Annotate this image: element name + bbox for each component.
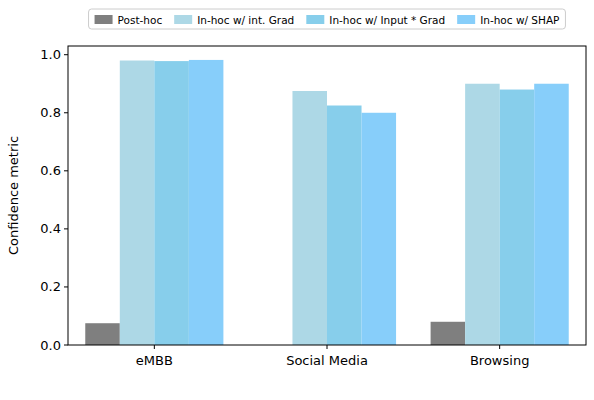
legend-box bbox=[89, 9, 566, 29]
legend-label: In-hoc w/ Input * Grad bbox=[329, 14, 445, 26]
x-tick bbox=[499, 345, 500, 349]
y-tick bbox=[64, 286, 68, 287]
bar bbox=[465, 84, 500, 345]
y-tick bbox=[64, 345, 68, 346]
legend-label: Post-hoc bbox=[118, 14, 163, 26]
chart: 0.0 0.2 0.4 0.6 0.8 1.0 eMBB Social Media Browsi… bbox=[0, 0, 594, 400]
y-tick-label: 0.0 bbox=[40, 338, 61, 353]
y-tick bbox=[64, 112, 68, 113]
plot-frame bbox=[68, 46, 586, 345]
legend-swatch bbox=[174, 15, 192, 24]
bars bbox=[85, 60, 568, 345]
legend-label: In-hoc w/ int. Grad bbox=[197, 14, 294, 26]
bar bbox=[534, 84, 569, 345]
x-tick-label: Social Media bbox=[286, 353, 368, 368]
x-tick bbox=[327, 345, 328, 349]
bar bbox=[500, 90, 535, 345]
y-tick-label: 0.2 bbox=[40, 279, 61, 294]
bar bbox=[154, 61, 189, 345]
legend-swatch bbox=[95, 15, 113, 24]
legend-swatch bbox=[306, 15, 324, 24]
x-tick-label: Browsing bbox=[470, 353, 529, 368]
bar bbox=[292, 91, 327, 345]
legend-swatch bbox=[457, 15, 475, 24]
bar bbox=[120, 61, 155, 345]
y-tick-label: 0.8 bbox=[40, 105, 61, 120]
bar bbox=[362, 113, 397, 345]
y-axis-label: Confidence metric bbox=[6, 136, 21, 255]
bar bbox=[85, 323, 120, 345]
y-tick-label: 0.6 bbox=[40, 163, 61, 178]
bar bbox=[189, 60, 224, 345]
bar bbox=[327, 106, 362, 345]
bar bbox=[431, 322, 466, 345]
y-tick-label: 1.0 bbox=[40, 47, 61, 62]
x-tick bbox=[154, 345, 155, 349]
legend: Post-hoc In-hoc w/ int. Grad In-hoc w/ Inp… bbox=[89, 9, 566, 29]
y-tick-label: 0.4 bbox=[40, 221, 61, 236]
y-tick bbox=[64, 228, 68, 229]
x-tick-label: eMBB bbox=[136, 353, 173, 368]
y-tick bbox=[64, 170, 68, 171]
legend-label: In-hoc w/ SHAP bbox=[480, 14, 559, 26]
y-tick bbox=[64, 54, 68, 55]
